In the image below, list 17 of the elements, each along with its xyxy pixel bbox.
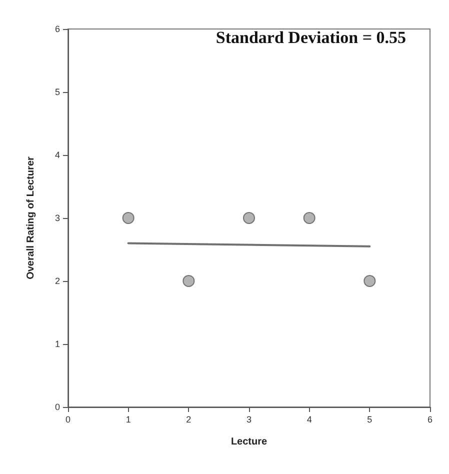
x-tick-label: 5 bbox=[367, 414, 372, 424]
x-tick-label: 6 bbox=[427, 414, 433, 424]
x-tick-label: 4 bbox=[306, 414, 312, 424]
y-tick-label: 6 bbox=[54, 24, 60, 34]
y-tick-label: 5 bbox=[54, 87, 60, 97]
y-tick-label: 4 bbox=[54, 150, 60, 160]
x-tick-label: 0 bbox=[65, 414, 71, 424]
y-tick-label: 0 bbox=[54, 402, 60, 412]
x-tick-label: 1 bbox=[126, 414, 131, 424]
x-axis-title: Lecture bbox=[230, 436, 268, 448]
x-tick-label: 2 bbox=[186, 414, 192, 424]
chart-title: Standard Deviation = 0.55 bbox=[216, 28, 406, 47]
y-tick-label: 2 bbox=[54, 276, 60, 286]
y-tick-label: 1 bbox=[54, 339, 60, 349]
y-tick-label: 3 bbox=[54, 213, 60, 223]
x-tick-label: 3 bbox=[246, 414, 252, 424]
y-axis-title: Overall Rating of Lecturer bbox=[26, 156, 36, 280]
